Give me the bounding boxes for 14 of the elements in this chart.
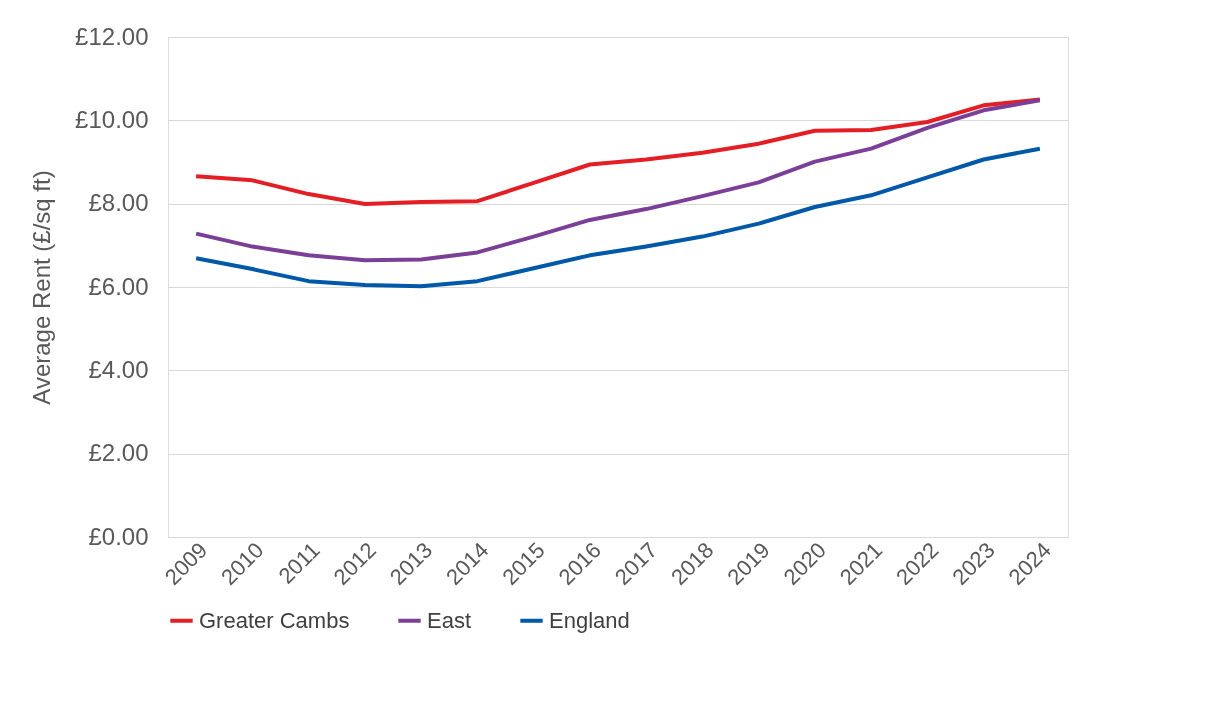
y-axis-title: Average Rent (£/sq ft)	[28, 170, 56, 405]
y-tick-label: £0.00	[88, 522, 149, 550]
legend-label: England	[549, 607, 630, 633]
y-tick-label: £2.00	[88, 439, 149, 467]
y-tick-label: £6.00	[88, 272, 149, 300]
y-tick-label: £12.00	[75, 22, 149, 50]
y-tick-label: £8.00	[88, 189, 149, 217]
y-tick-label: £4.00	[88, 355, 149, 383]
line-series	[194, 146, 1042, 289]
line-series	[194, 98, 1042, 263]
y-tick-label: £10.00	[75, 105, 149, 133]
legend-label: Greater Cambs	[199, 607, 350, 633]
line-series	[194, 97, 1042, 207]
legend-label: East	[427, 607, 472, 633]
